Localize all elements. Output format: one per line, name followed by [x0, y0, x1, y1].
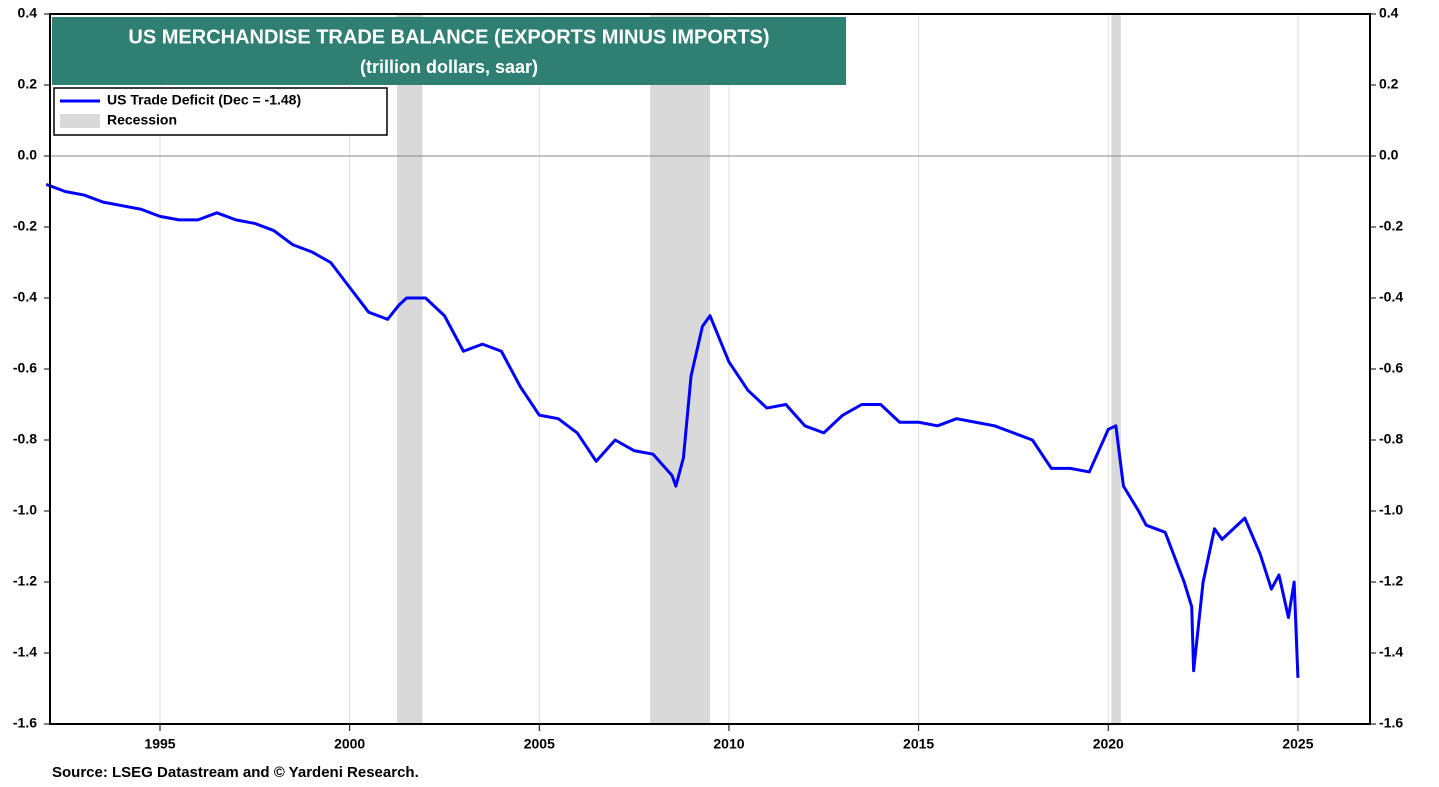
x-tick-label: 2020 — [1093, 736, 1124, 752]
recession-band — [397, 14, 423, 724]
title-box — [52, 17, 846, 85]
y2-tick-label: -1.6 — [1379, 715, 1403, 731]
chart-subtitle: (trillion dollars, saar) — [360, 57, 538, 77]
x-tick-label: 2005 — [524, 736, 555, 752]
y2-tick-label: 0.4 — [1379, 5, 1399, 21]
y2-tick-label: 0.0 — [1379, 147, 1399, 163]
y2-tick-label: -0.6 — [1379, 360, 1403, 376]
y2-tick-label: 0.2 — [1379, 76, 1399, 92]
y-tick-label: 0.2 — [18, 76, 38, 92]
y-tick-label: -0.6 — [13, 360, 37, 376]
y-tick-label: -0.8 — [13, 431, 37, 447]
y2-tick-label: -0.2 — [1379, 218, 1403, 234]
y2-tick-label: -1.4 — [1379, 644, 1403, 660]
y-tick-label: -1.6 — [13, 715, 37, 731]
x-tick-label: 2010 — [713, 736, 744, 752]
legend-box — [53, 87, 388, 136]
legend-label: US Trade Deficit (Dec = -1.48) — [107, 92, 301, 108]
y-tick-label: 0.0 — [18, 147, 38, 163]
y2-tick-label: -1.0 — [1379, 502, 1403, 518]
x-tick-label: 2015 — [903, 736, 934, 752]
source-note: Source: LSEG Datastream and © Yardeni Re… — [52, 764, 419, 781]
y-tick-label: -0.2 — [13, 218, 37, 234]
x-tick-label: 2025 — [1282, 736, 1313, 752]
y2-tick-label: -0.8 — [1379, 431, 1403, 447]
recession-band — [1111, 14, 1121, 724]
legend-label: Recession — [107, 112, 177, 128]
chart-title: US MERCHANDISE TRADE BALANCE (EXPORTS MI… — [128, 26, 769, 48]
x-tick-label: 2000 — [334, 736, 365, 752]
y-tick-label: -1.0 — [13, 502, 37, 518]
y-tick-label: -1.2 — [13, 573, 37, 589]
recession-band — [650, 14, 710, 724]
data-line — [45, 182, 1300, 678]
legend-swatch — [60, 114, 100, 128]
x-tick-label: 1995 — [144, 736, 175, 752]
y-tick-label: -1.4 — [13, 644, 37, 660]
y-tick-label: 0.4 — [18, 5, 38, 21]
plot-area — [45, 13, 1371, 725]
y-tick-label: -0.4 — [13, 289, 37, 305]
y2-tick-label: -1.2 — [1379, 573, 1403, 589]
y2-tick-label: -0.4 — [1379, 289, 1403, 305]
